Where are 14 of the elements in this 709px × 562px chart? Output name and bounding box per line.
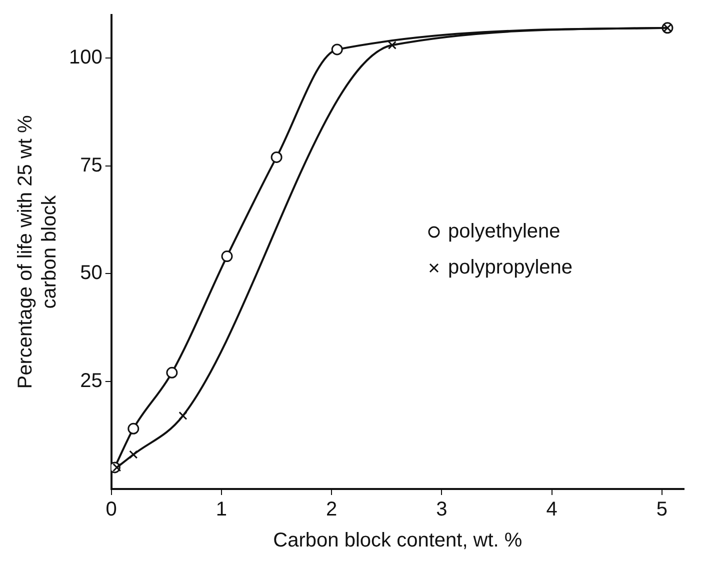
legend-label: polypropylene: [448, 256, 573, 279]
y-axis-title: Percentage of life with 25 wt % carbon block: [14, 115, 61, 389]
y-tick-label: 75: [80, 154, 102, 176]
y-tick-label: 50: [80, 262, 102, 284]
x-axis-title: Carbon block content, wt. %: [273, 530, 522, 552]
legend-label: polyethylene: [448, 220, 560, 243]
x-tick-label: 5: [656, 498, 668, 521]
x-tick-label: 0: [106, 498, 117, 521]
y-tick-label: 25: [80, 370, 102, 392]
x-tick-label: 4: [546, 498, 558, 521]
y-tick-label: 100: [68, 46, 102, 69]
x-tick-label: 1: [216, 498, 228, 521]
x-tick-label: 2: [326, 498, 338, 521]
x-tick-label: 3: [436, 498, 448, 521]
